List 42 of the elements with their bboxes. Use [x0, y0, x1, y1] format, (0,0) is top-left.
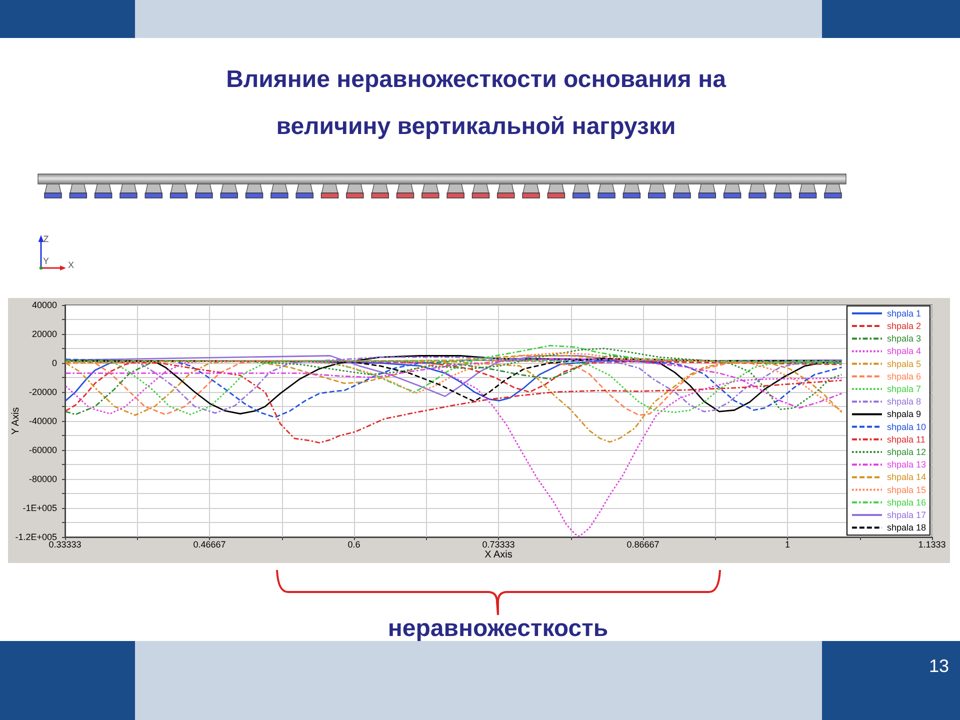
y-tick-label: -60000 — [28, 445, 57, 455]
x-axis-title: X Axis — [484, 550, 512, 560]
y-tick-label: 40000 — [32, 300, 57, 310]
text: 13 — [928, 656, 950, 677]
legend-label: shpala 3 — [886, 334, 921, 344]
x-tick-label: 1.1333 — [918, 540, 946, 550]
legend-label: shpala 11 — [886, 434, 926, 444]
chart-title: Влияние неравножесткости основания на величину вертикальной нагрузки — [225, 65, 728, 142]
y-tick-label: 20000 — [32, 329, 57, 339]
legend-label: shpala 1 — [886, 308, 921, 318]
x-tick-label: 1 — [785, 540, 790, 550]
legend-label: shpala 14 — [886, 472, 926, 482]
legend-label: shpala 4 — [886, 346, 921, 356]
y-tick-label: 0 — [52, 358, 57, 368]
legend-label: shpala 18 — [886, 522, 926, 533]
legend-label: shpala 15 — [886, 484, 926, 495]
legend-label: shpala 17 — [886, 510, 926, 520]
text: X — [68, 260, 74, 271]
legend-label: shpala 12 — [886, 447, 926, 457]
text: Y — [42, 256, 50, 267]
legend-label: shpala 6 — [886, 371, 921, 382]
y-tick-label: -1.2E+005 — [15, 532, 57, 542]
x-tick-label: 0.33333 — [48, 540, 82, 550]
y-tick-label: -40000 — [28, 416, 57, 426]
legend-label: shpala 5 — [886, 358, 921, 369]
x-tick-label: 0.46667 — [193, 540, 226, 550]
legend-label: shpala 13 — [886, 460, 926, 470]
legend-label: shpala 7 — [886, 384, 921, 394]
text: Z — [43, 234, 49, 245]
legend-label: shpala 16 — [886, 497, 926, 508]
text: неравножесткость — [388, 614, 608, 642]
legend-label: shpala 2 — [886, 321, 921, 331]
legend-label: shpala 9 — [886, 409, 921, 420]
x-tick-label: 0.6 — [348, 540, 360, 550]
x-tick-label: 0.73333 — [482, 540, 515, 550]
legend-label: shpala 8 — [886, 396, 921, 407]
y-tick-label: -1E+005 — [22, 503, 57, 513]
x-tick-label: 0.86667 — [626, 540, 660, 550]
y-tick-label: -80000 — [28, 474, 57, 484]
y-tick-label: -20000 — [28, 387, 57, 397]
y-axis-title: Y Axis — [10, 407, 22, 435]
legend-label: shpala 10 — [886, 422, 926, 432]
